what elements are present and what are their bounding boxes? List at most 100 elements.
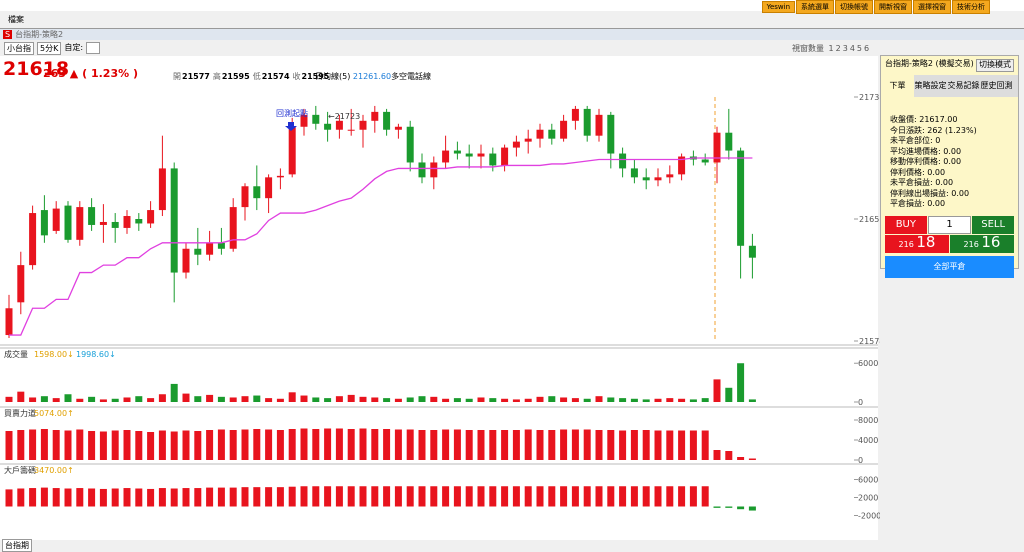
custom-input[interactable] [86, 42, 101, 54]
candle-body [678, 156, 686, 175]
bar [253, 395, 261, 402]
bar [654, 398, 662, 402]
candle-body [76, 207, 84, 240]
ma-line [9, 157, 753, 336]
bar [630, 398, 638, 402]
top-button[interactable]: 切換帳號 [835, 0, 873, 14]
bar [229, 487, 237, 507]
candle-body [111, 221, 119, 228]
window-count-option[interactable]: 1 [828, 44, 834, 53]
window-count-option[interactable]: 5 [856, 44, 863, 53]
bar [630, 430, 638, 460]
ohlc-value: 21574 [261, 72, 290, 81]
candle-body [359, 120, 367, 130]
bar [654, 430, 662, 460]
bar [548, 486, 556, 507]
period-select[interactable]: 5分K [37, 42, 62, 55]
window-count-label: 視窗數量 [792, 44, 824, 53]
bar [642, 486, 650, 507]
candle-body [241, 186, 249, 208]
bar [111, 398, 119, 402]
sell-button[interactable]: SELL [972, 215, 1015, 234]
candle-body [253, 186, 261, 199]
bar [182, 488, 190, 507]
side-tab[interactable]: 策略設定 [914, 80, 947, 90]
candle-body [536, 129, 544, 139]
bar [40, 429, 48, 460]
side-tab[interactable]: 下單 [881, 74, 914, 97]
bar [465, 486, 473, 507]
panel-title: 買賣力道 [4, 408, 36, 418]
candle-body [442, 150, 450, 163]
top-button[interactable]: 選擇視窗 [913, 0, 951, 14]
bar [194, 396, 202, 402]
bar [371, 397, 379, 402]
window-count-option[interactable]: 2 [835, 44, 841, 53]
bar [253, 429, 261, 460]
qty-input[interactable]: 1 [927, 215, 972, 234]
bar [477, 430, 485, 460]
candle-body [147, 210, 155, 224]
bar [442, 486, 450, 507]
close-all-button[interactable]: 全部平倉 [885, 255, 1014, 278]
menu-item[interactable]: 檔案 [8, 15, 24, 24]
window-count-option[interactable]: 4 [849, 44, 855, 53]
bottom-tab[interactable]: 台指期 [2, 539, 32, 552]
bar [182, 430, 190, 460]
side-tab[interactable]: 歷史回測 [980, 80, 1013, 90]
buy-button[interactable]: BUY [885, 215, 927, 234]
app-icon: S [3, 30, 13, 39]
top-button[interactable]: 系統選單 [796, 0, 834, 14]
annotation: ←21723 [328, 112, 360, 121]
bar [430, 486, 438, 507]
bar [453, 429, 461, 460]
bar [418, 396, 426, 402]
toolbar: 小台指 5分K 自定: [4, 42, 101, 55]
bar [453, 398, 461, 402]
window-count-option[interactable]: 3 [842, 44, 848, 53]
candle-body [666, 174, 674, 178]
bar [689, 486, 697, 507]
bar [465, 398, 473, 402]
bar [300, 428, 308, 460]
ohlc-label: 收 [292, 72, 301, 81]
top-button[interactable]: 技術分析 [952, 0, 990, 14]
top-button[interactable]: Yeswin [761, 1, 795, 13]
bar [217, 487, 225, 507]
candle-body [52, 208, 60, 231]
bar [737, 363, 745, 402]
bar [288, 392, 296, 402]
bar [678, 430, 686, 460]
bar [347, 486, 355, 507]
window-count-option[interactable]: 6 [864, 44, 870, 53]
bar [595, 396, 603, 402]
bar [607, 486, 615, 507]
y-tick-label: 0 [858, 398, 863, 407]
mode-button[interactable]: 切換模式 [976, 59, 1014, 72]
bar [194, 488, 202, 507]
side-tab[interactable]: 交易記錄 [947, 80, 980, 90]
change-value: 263 ▲ [43, 67, 79, 80]
bar [324, 398, 332, 402]
info-line: 未平倉部位: 0 [890, 136, 941, 145]
candle-body [158, 168, 166, 211]
candle-body [394, 126, 402, 130]
side-title: 台指期-策略2 (模擬交易) [885, 59, 974, 68]
bar [52, 430, 60, 460]
bar [489, 398, 497, 402]
top-button[interactable]: 開新視窗 [874, 0, 912, 14]
bar [536, 430, 544, 460]
bar [312, 486, 320, 507]
bar [548, 430, 556, 460]
bar [737, 457, 745, 460]
symbol-select[interactable]: 小台指 [4, 42, 34, 55]
candle-body [217, 242, 225, 249]
candle-body [371, 111, 379, 121]
bar [170, 383, 178, 402]
bar [335, 486, 343, 507]
ohlc-label: 開 [173, 72, 181, 81]
ask[interactable]: 216 16 [950, 235, 1014, 253]
bid[interactable]: 216 18 [885, 235, 949, 253]
bar [158, 488, 166, 507]
info-line: 停利線出場損益: 0.00 [890, 188, 970, 198]
